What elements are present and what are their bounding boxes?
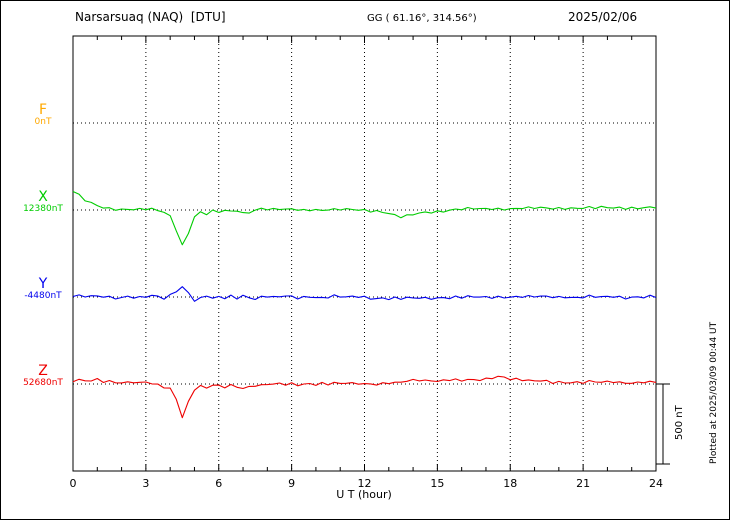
series-name-y: Y [38, 276, 48, 292]
x-tick-label: 3 [142, 477, 149, 490]
x-tick-label: 0 [70, 477, 77, 490]
station-title: Narsarsuaq (NAQ) [DTU] [75, 10, 226, 24]
trace-y [72, 286, 657, 302]
x-tick-label: 18 [503, 477, 517, 490]
series-label-x: X 12380nT [15, 190, 71, 214]
series-name-f: F [38, 102, 48, 118]
x-tick-label: 15 [430, 477, 444, 490]
series-baseline-f: 0nT [34, 116, 52, 127]
series-name-x: X [38, 189, 48, 205]
scale-bar-label: 500 nT [674, 405, 685, 440]
series-name-z: Z [38, 363, 48, 379]
x-tick-label: 12 [358, 477, 372, 490]
plot-frame [72, 35, 657, 472]
series-baseline-x: 12380nT [23, 203, 63, 214]
x-tick-label: 6 [215, 477, 222, 490]
series-label-z: Z 52680nT [15, 364, 71, 388]
series-label-f: F 0nT [15, 103, 71, 127]
x-tick-label: 21 [576, 477, 590, 490]
series-baseline-z: 52680nT [23, 377, 63, 388]
x-tick-label: 24 [649, 477, 663, 490]
series-baseline-y: -4480nT [24, 290, 62, 301]
geographic-coords: GG ( 61.16°, 314.56°) [367, 13, 477, 24]
x-tick-label: 9 [288, 477, 295, 490]
trace-z [72, 375, 657, 419]
series-label-y: Y -4480nT [15, 277, 71, 301]
plotted-at-note: Plotted at 2025/03/09 00:44 UT [709, 321, 719, 464]
trace-x [72, 190, 657, 246]
x-axis-title: U T (hour) [336, 488, 392, 501]
plot-date: 2025/02/06 [568, 10, 638, 24]
